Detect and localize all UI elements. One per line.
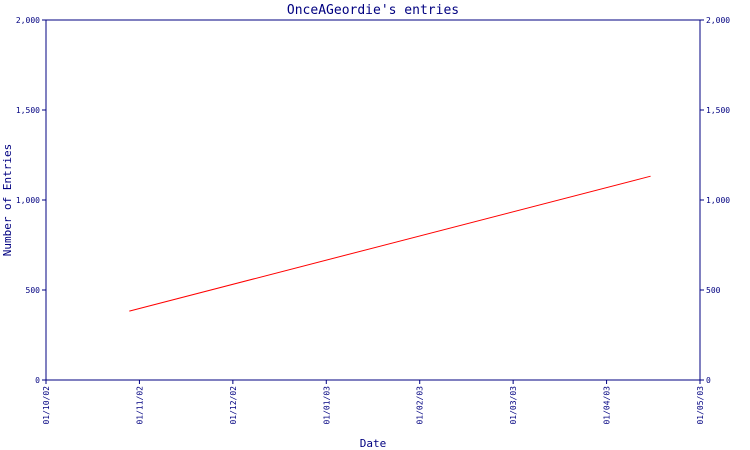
chart-title: OnceAGeordie's entries bbox=[287, 3, 459, 18]
x-tick-label: 01/01/03 bbox=[322, 386, 331, 425]
series-group bbox=[129, 175, 651, 312]
y-tick-label-right: 2,000 bbox=[706, 16, 730, 25]
x-axis-label: Date bbox=[360, 437, 387, 450]
y-tick-label-left: 1,500 bbox=[16, 106, 40, 115]
y-tick-label-right: 0 bbox=[706, 376, 711, 385]
x-tick-label: 01/04/03 bbox=[603, 386, 612, 425]
x-tick-label: 01/03/03 bbox=[509, 386, 518, 425]
y-tick-label-right: 1,000 bbox=[706, 196, 730, 205]
y-axis-right: 0 500 1,000 1,500 2,000 bbox=[700, 16, 730, 385]
x-axis: 01/10/02 01/11/02 01/12/02 01/01/03 01/02/03… bbox=[42, 380, 705, 425]
y-axis-left: 0 500 1,000 1,500 2,000 bbox=[16, 16, 46, 385]
x-tick-label: 01/11/02 bbox=[135, 386, 144, 425]
y-tick-label-right: 1,500 bbox=[706, 106, 730, 115]
y-tick-label-left: 1,000 bbox=[16, 196, 40, 205]
y-tick-label-left: 0 bbox=[35, 376, 40, 385]
x-tick-label: 01/12/02 bbox=[229, 386, 238, 425]
x-tick-label: 01/05/03 bbox=[696, 386, 705, 425]
x-tick-label: 01/02/03 bbox=[416, 386, 425, 425]
y-tick-label-left: 500 bbox=[26, 286, 41, 295]
y-axis-label: Number of Entries bbox=[1, 144, 14, 257]
y-tick-label-right: 500 bbox=[706, 286, 721, 295]
x-tick-label: 01/10/02 bbox=[42, 386, 51, 425]
y-tick-label-left: 2,000 bbox=[16, 16, 40, 25]
series-line bbox=[129, 175, 651, 312]
plot-frame bbox=[45, 19, 701, 381]
